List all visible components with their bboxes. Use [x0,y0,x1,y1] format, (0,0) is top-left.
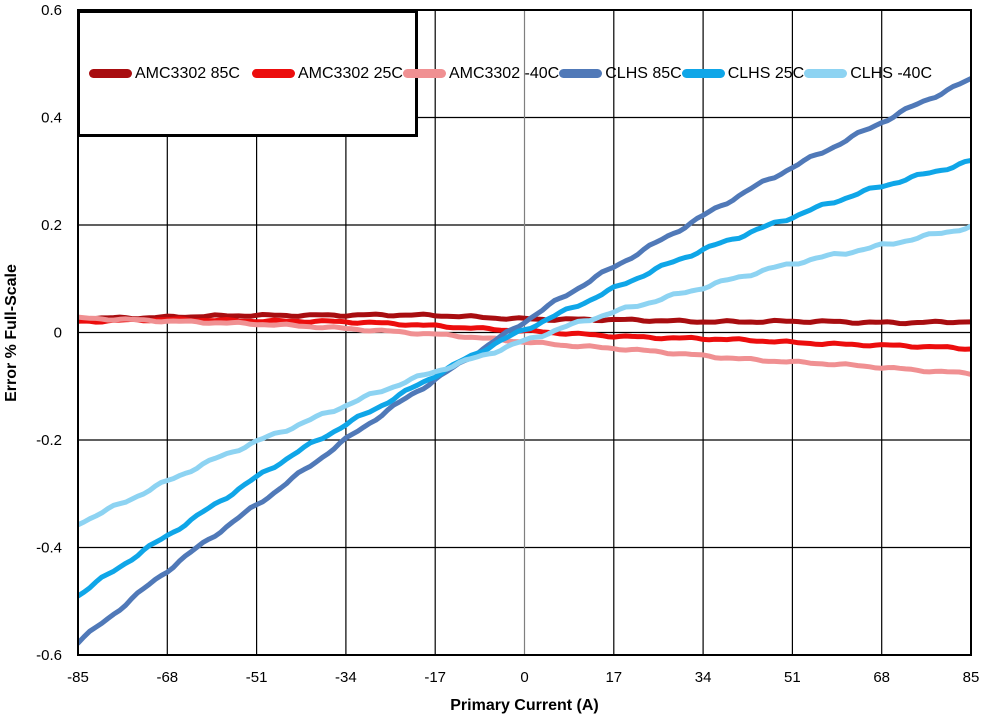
legend-item-amc3302-25c: AMC3302 25C [252,54,403,94]
x-tick-label: 17 [605,669,622,686]
x-tick-label: 0 [520,669,528,686]
legend-swatch [559,69,603,78]
legend-label: AMC3302 25C [298,64,403,82]
x-tick-label: -51 [246,669,268,686]
legend-label: AMC3302 85C [135,64,240,82]
series-line-clhs--40c [78,223,971,528]
y-axis-title: Error % Full-Scale [3,264,20,402]
legend-item-clhs-25c: CLHS 25C [681,54,805,94]
x-tick-label: -85 [67,669,89,686]
legend-swatch [681,69,725,78]
x-tick-label: -17 [424,669,446,686]
legend-label: CLHS 85C [605,64,682,82]
series-line-clhs-25c [78,157,971,599]
series-line-amc3302-85c [78,311,971,327]
legend-item-amc3302-85c: AMC3302 85C [89,54,252,94]
x-tick-label: 85 [963,669,980,686]
y-tick-label: 0.2 [41,217,62,234]
x-tick-label: 34 [695,669,712,686]
y-tick-label: -0.2 [36,432,62,449]
x-tick-label: 51 [784,669,801,686]
legend-label: CLHS 25C [727,64,805,82]
legend-swatch [402,69,446,78]
legend-item-amc3302--40c: AMC3302 -40C [402,54,560,94]
legend-swatch [89,69,132,78]
series-line-clhs-85c [78,76,971,646]
y-tick-label: 0.4 [41,110,62,127]
legend-swatch [804,69,848,78]
chart-legend: AMC3302 85C AMC3302 25C AMC3302 -40C CLHS 8… [77,10,932,137]
x-axis-title: Primary Current (A) [450,697,599,714]
legend-swatch [252,69,295,78]
x-tick-label: -68 [156,669,178,686]
y-tick-label: -0.4 [36,540,62,557]
legend-label: CLHS -40C [850,64,933,82]
x-tick-label: -34 [335,669,357,686]
legend-item-clhs--40c: CLHS -40C [804,54,932,94]
x-tick-label: 68 [873,669,890,686]
y-tick-label: 0 [54,325,62,342]
y-tick-label: -0.6 [36,647,62,664]
y-tick-label: 0.6 [41,2,62,19]
plot-border [77,9,972,656]
legend-item-clhs-85c: CLHS 85C [559,54,682,94]
legend-label: AMC3302 -40C [448,64,560,82]
